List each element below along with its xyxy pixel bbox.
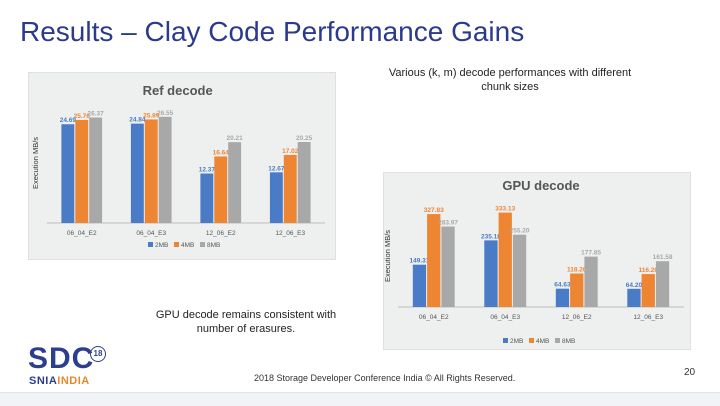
chart1-label-2mb-06_04_e2: 149.31: [410, 258, 430, 265]
chart1-category-06_04_e2: 06_04_E2: [419, 314, 449, 321]
chart1-bar-4mb-06_04_e3: [498, 212, 512, 307]
chart1-label-8mb-06_04_e3: 255.20: [510, 228, 530, 235]
chart0-bar-4mb-06_04_e2: [75, 119, 89, 223]
snia-logo-org: SNIA: [29, 375, 58, 387]
slide-title: Results – Clay Code Performance Gains: [20, 16, 525, 47]
bottom-decorative-strip: [0, 392, 720, 406]
chart0-legend-swatch-8mb: [200, 242, 205, 247]
chart0-bar-2mb-06_04_e3: [130, 123, 144, 223]
snia-logo: SNIAINDIA: [29, 375, 90, 387]
chart1-label-2mb-12_06_e2: 64.63: [554, 282, 571, 289]
chart1-bar-4mb-12_06_e3: [641, 274, 655, 307]
chart0-legend-swatch-2mb: [148, 242, 153, 247]
chart1-bar-2mb-12_06_e2: [555, 288, 570, 307]
chart1-label-4mb-12_06_e2: 118.20: [567, 267, 587, 274]
sdc-logo-year: 18: [90, 346, 106, 362]
chart0-label-2mb-06_04_e3: 24.84: [129, 117, 146, 124]
chart1-legend-swatch-8mb: [555, 338, 560, 343]
chart0-bar-2mb-12_06_e3: [269, 172, 283, 223]
chart0-label-2mb-12_06_e2: 12.37: [199, 167, 216, 174]
chart1-bar-8mb-12_06_e3: [655, 261, 670, 307]
chart0-bar-8mb-12_06_e3: [297, 142, 311, 223]
chart0-label-8mb-06_04_e2: 26.37: [88, 111, 105, 118]
chart1-bar-4mb-12_06_e2: [570, 273, 584, 307]
chart0-label-4mb-06_04_e3: 25.89: [143, 112, 160, 119]
chart1-legend-swatch-2mb: [503, 338, 508, 343]
chart1-label-2mb-06_04_e3: 235.18: [481, 233, 501, 240]
chart0-category-06_04_e2: 06_04_E2: [67, 230, 97, 237]
chart0-category-06_04_e3: 06_04_E3: [136, 230, 166, 237]
chart1-bar-4mb-06_04_e2: [427, 214, 441, 307]
chart1-label-2mb-12_06_e3: 64.20: [626, 282, 643, 289]
sdc-logo-brand: SDC: [28, 344, 94, 374]
chart1-bar-2mb-06_04_e2: [412, 264, 427, 307]
chart0-legend-4mb: 4MB: [181, 242, 194, 249]
chart0-category-12_06_e2: 12_06_E2: [206, 230, 236, 237]
chart0-label-2mb-12_06_e3: 12.67: [268, 165, 285, 172]
chart0-category-12_06_e3: 12_06_E3: [275, 230, 305, 237]
chart1-category-12_06_e2: 12_06_E2: [562, 314, 592, 321]
chart0-legend-8mb: 8MB: [207, 242, 220, 249]
chart0-bar-2mb-12_06_e2: [200, 173, 214, 223]
chart0-bar-4mb-12_06_e2: [214, 156, 228, 223]
chart0-title: Ref decode: [143, 83, 213, 98]
gpu-decode-svg: GPU decode Execution MB/s 149.31 327.83 283.…: [384, 178, 684, 345]
chart0-label-4mb-06_04_e2: 25.76: [74, 113, 91, 120]
chart1-label-8mb-12_06_e2: 177.85: [581, 250, 601, 257]
chart1-category-06_04_e3: 06_04_E3: [490, 314, 520, 321]
chart1-ylabel: Execution MB/s: [384, 230, 392, 282]
chart0-bar-8mb-12_06_e2: [228, 142, 242, 223]
chart0-label-4mb-12_06_e2: 16.64: [213, 149, 230, 156]
gpu-decode-chart: GPU decode Execution MB/s 149.31 327.83 283.…: [383, 172, 691, 350]
chart1-label-4mb-06_04_e2: 327.83: [424, 207, 444, 214]
chart0-bar-8mb-06_04_e2: [89, 117, 103, 223]
sdc-logo: SDC 18 SNIAINDIA: [28, 344, 118, 388]
chart1-label-8mb-06_04_e2: 283.97: [438, 220, 458, 227]
chart0-legend-swatch-4mb: [174, 242, 179, 247]
chart0-bar-2mb-06_04_e2: [61, 124, 75, 223]
chart1-bar-8mb-06_04_e3: [512, 234, 527, 307]
chart1-label-8mb-12_06_e3: 161.58: [653, 254, 673, 261]
chart1-label-4mb-12_06_e3: 116.20: [638, 267, 658, 274]
snia-logo-region: INDIA: [57, 375, 90, 387]
chart0-label-4mb-12_06_e3: 17.02: [282, 148, 299, 155]
chart0-label-8mb-12_06_e3: 20.25: [296, 135, 313, 142]
chart1-bar-8mb-12_06_e2: [584, 256, 598, 307]
chart0-legend-2mb: 2MB: [155, 242, 168, 249]
chart0-ylabel: Execution MB/s: [31, 137, 40, 189]
chart0-bar-4mb-12_06_e3: [283, 154, 297, 223]
chart0-label-8mb-06_04_e3: 26.55: [157, 110, 174, 117]
chart1-bar-2mb-06_04_e3: [484, 240, 498, 307]
chart1-label-4mb-06_04_e3: 333.13: [495, 206, 515, 213]
chart0-bar-4mb-06_04_e3: [144, 119, 158, 223]
note-gpu-consistent: GPU decode remains consistent with numbe…: [155, 309, 337, 335]
chart1-category-12_06_e3: 12_06_E3: [633, 314, 663, 321]
chart1-legend-4mb: 4MB: [536, 338, 549, 345]
chart1-legend-2mb: 2MB: [510, 338, 523, 345]
chart1-bar-2mb-12_06_e3: [627, 288, 641, 307]
copyright-footer: 2018 Storage Developer Conference India …: [254, 373, 516, 383]
chart1-title: GPU decode: [502, 178, 579, 193]
chart0-label-8mb-12_06_e2: 20.21: [227, 135, 244, 142]
ref-decode-chart: Ref decode Execution MB/s 24.69 25.76 26.37 0…: [28, 72, 336, 260]
chart0-label-2mb-06_04_e2: 24.69: [60, 117, 77, 124]
sdc-logo-brand-text: SDC: [28, 342, 95, 375]
chart0-bar-8mb-06_04_e3: [158, 116, 172, 223]
note-decode-performance: Various (k, m) decode performances with …: [388, 67, 632, 93]
chart1-legend-8mb: 8MB: [562, 338, 575, 345]
chart1-legend-swatch-4mb: [529, 338, 534, 343]
chart1-bar-8mb-06_04_e2: [441, 226, 455, 307]
page-number: 20: [684, 367, 696, 378]
